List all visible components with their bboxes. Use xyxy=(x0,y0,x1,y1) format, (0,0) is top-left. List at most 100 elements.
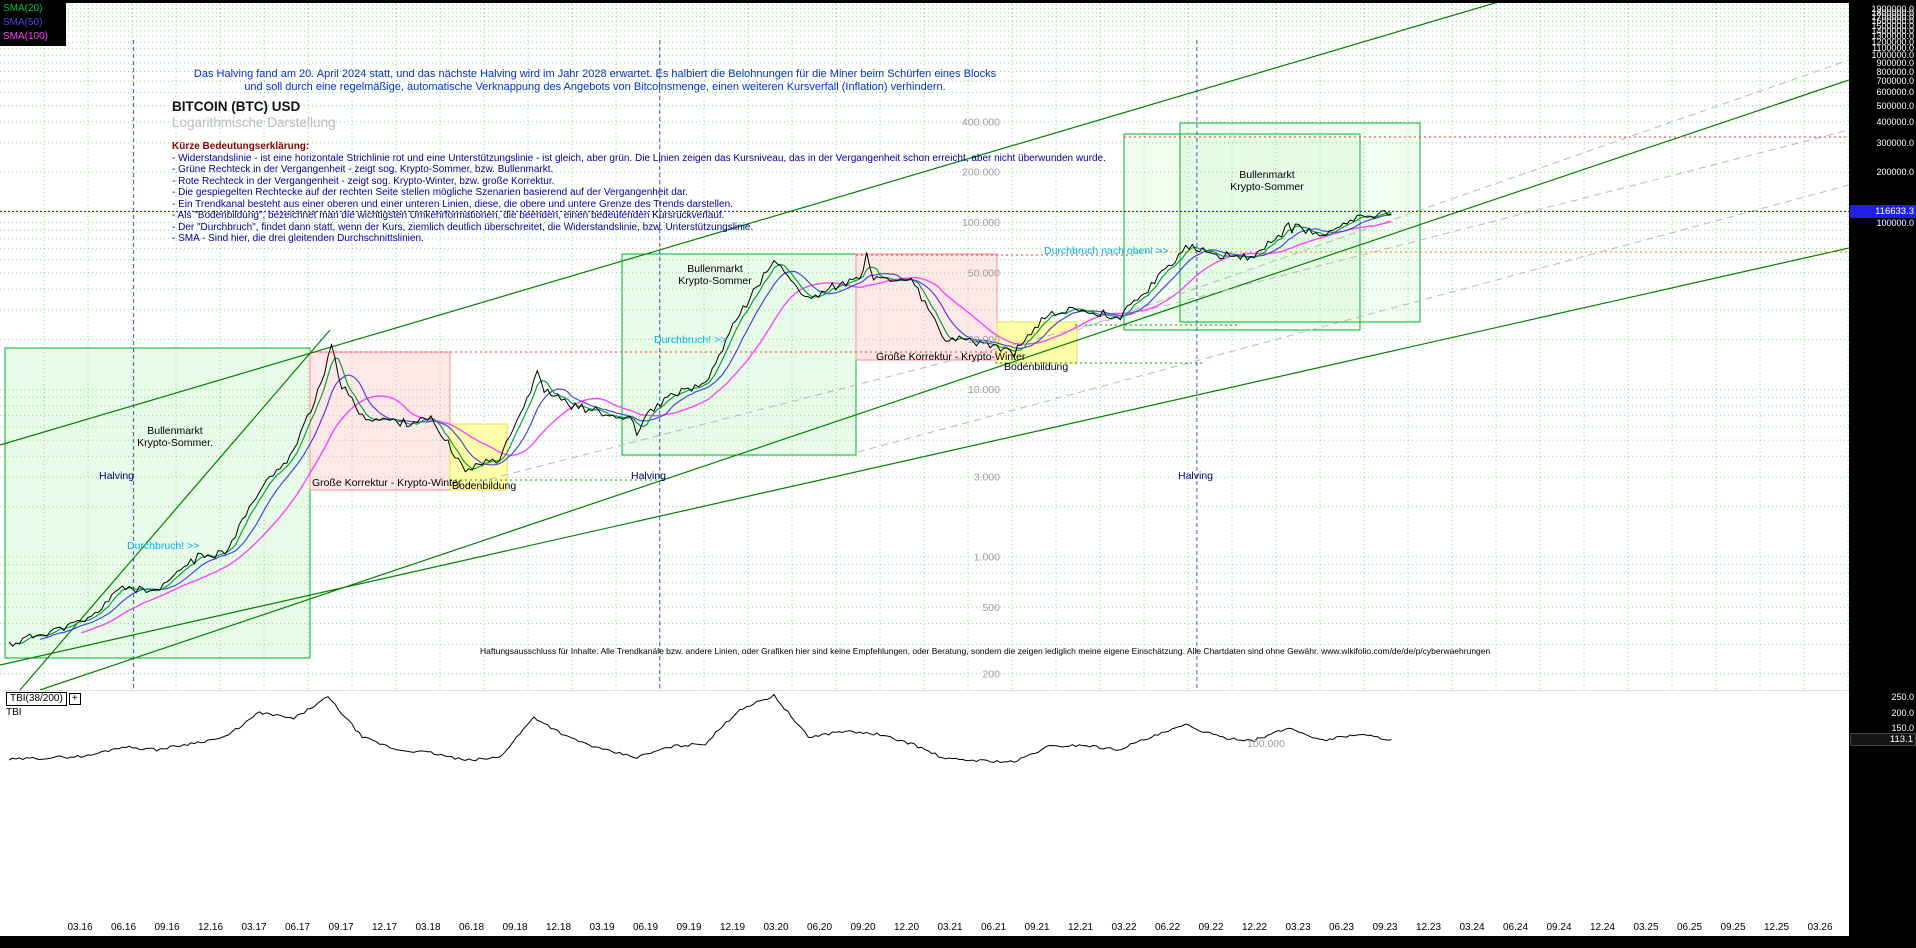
sma-legend: SMA(20) SMA(50) SMA(100) xyxy=(0,0,66,46)
price-axis-label: 200000.0 xyxy=(1876,167,1914,178)
date-label: 06.22 xyxy=(1154,922,1181,933)
date-label: 12.21 xyxy=(1067,922,1094,933)
date-label: 12.25 xyxy=(1763,922,1790,933)
price-axis-label: 1800000.0 xyxy=(1871,7,1914,18)
tbi-axis-label: 250.0 xyxy=(1891,692,1914,702)
inner-price-label: 50.000 xyxy=(968,267,1000,279)
price-axis-label: 1000000.0 xyxy=(1871,50,1914,61)
date-label: 03.18 xyxy=(415,922,441,933)
halving-note: Das Halving fand am 20. April 2024 statt… xyxy=(0,68,1190,94)
date-label: 09.25 xyxy=(1720,922,1746,933)
halving-note-line2: und soll durch eine regelmäßige, automat… xyxy=(244,81,946,93)
price-axis-label: 1300000.0 xyxy=(1871,31,1914,42)
date-label: 09.18 xyxy=(502,922,528,933)
top-frame xyxy=(0,0,1849,3)
chart-grid xyxy=(0,0,1849,690)
bull-label-2016: Bullenmarkt Krypto-Sommer. xyxy=(137,425,213,449)
scenario-guide-2 xyxy=(857,184,1849,453)
price-axis-label: 1900000.0 xyxy=(1871,3,1914,14)
tbi-current-badge: 113.1 xyxy=(1850,733,1916,747)
legend-sma50-label[interactable]: SMA(50) xyxy=(3,17,43,28)
date-label: 06.19 xyxy=(632,922,659,933)
halving-label-2024: Halving xyxy=(1178,470,1214,482)
breakout-label-2016: Durchbruch! >> xyxy=(127,540,200,552)
tbi-chart-svg[interactable]: 100.000 xyxy=(0,690,1849,936)
inner-price-ticks: 400.000 200.000 100.000 50.000 20.000 10.000 3… xyxy=(962,116,1000,680)
price-chart-svg[interactable]: 400.000 200.000 100.000 50.000 20.000 10.000 3… xyxy=(0,0,1849,690)
date-label: 12.23 xyxy=(1415,922,1442,933)
date-label: 12.16 xyxy=(197,922,224,933)
bull-zone-2016-2017 xyxy=(4,347,311,659)
date-label: 06.23 xyxy=(1328,922,1355,933)
date-label: 03.21 xyxy=(937,922,963,933)
date-label: 06.25 xyxy=(1676,922,1703,933)
trend-channel-lower xyxy=(0,247,1849,666)
current-price-badge: 116633.3 xyxy=(1850,204,1916,218)
chart-title: BITCOIN (BTC) USD xyxy=(172,99,301,114)
price-axis-label: 1100000.0 xyxy=(1872,43,1914,54)
halving-label-2020: Halving xyxy=(631,470,667,482)
date-label: 12.22 xyxy=(1241,922,1268,933)
tbi-name-label: TBI xyxy=(6,707,22,718)
date-label: 03.20 xyxy=(763,922,789,933)
price-axis-label: 700000.0 xyxy=(1876,76,1914,87)
date-label: 03.25 xyxy=(1633,922,1659,933)
winter-label-2022: Große Korrektur - Krypto-Winter xyxy=(876,351,1026,363)
bear-zone-2018 xyxy=(309,351,451,491)
date-label: 09.16 xyxy=(154,922,180,933)
explanation-item: - Der "Durchbruch", findet dann statt, w… xyxy=(172,221,754,233)
scenario-guide-3 xyxy=(1076,59,1849,331)
date-label: 03.17 xyxy=(241,922,267,933)
inner-price-label: 400.000 xyxy=(962,116,1000,128)
price-axis-label: 1600000.0 xyxy=(1871,16,1914,27)
explanation-item: - Widerstandslinie - ist eine horizontal… xyxy=(172,152,1106,164)
date-label: 03.16 xyxy=(67,922,93,933)
tbi-axis-label: 150.0 xyxy=(1891,723,1914,733)
inner-price-label: 1.000 xyxy=(974,551,1000,563)
tbi-axis-label: 200.0 xyxy=(1891,707,1914,718)
price-axis-label: 800000.0 xyxy=(1876,66,1914,77)
date-label: 09.19 xyxy=(676,922,702,933)
date-label: 03.19 xyxy=(589,922,615,933)
date-label: 12.17 xyxy=(371,922,398,933)
date-label: 12.24 xyxy=(1589,922,1616,933)
main-chart-area[interactable]: 400.000 200.000 100.000 50.000 20.000 10.000 3… xyxy=(0,0,1849,690)
date-label: 06.16 xyxy=(110,922,137,933)
price-axis-label: 1400000.0 xyxy=(1871,25,1914,36)
tbi-indicator-label[interactable]: TBI(38/200) xyxy=(6,692,67,706)
date-label: 06.18 xyxy=(458,922,485,933)
legend-sma20-label[interactable]: SMA(20) xyxy=(3,3,43,14)
inner-price-label: 500 xyxy=(982,602,1000,614)
legend-sma100-label[interactable]: SMA(100) xyxy=(3,31,49,42)
date-label: 06.17 xyxy=(284,922,311,933)
tbi-expand-button[interactable]: + xyxy=(68,693,81,705)
price-axis-label: 1200000.0 xyxy=(1871,37,1914,48)
date-label: 03.23 xyxy=(1285,922,1311,933)
explanation-block: Kürze Bedeutungserklärung: - Widerstands… xyxy=(172,141,1106,245)
inner-price-label: 3.000 xyxy=(974,472,1000,484)
price-series xyxy=(0,210,1849,647)
winter-label-2018: Große Korrektur - Krypto-Winter xyxy=(312,477,462,489)
date-label: 12.18 xyxy=(545,922,572,933)
date-label: 09.24 xyxy=(1546,922,1572,933)
inner-price-label: 10.000 xyxy=(968,384,1000,396)
date-label: 03.26 xyxy=(1807,922,1833,933)
price-axis-label: 1500000.0 xyxy=(1871,20,1914,31)
explanation-item: - Ein Trendkanal besteht aus einer obere… xyxy=(172,198,733,210)
inner-price-label: 20.000 xyxy=(968,334,1000,346)
price-axis-label: 500000.0 xyxy=(1876,100,1914,111)
bull-zone-scenario xyxy=(1179,122,1421,323)
explanation-item: - Die gespiegelten Rechtecke auf der rec… xyxy=(172,187,688,198)
halving-note-line1: Das Halving fand am 20. April 2024 statt… xyxy=(193,68,997,80)
bull-label-2020: Bullenmarkt Krypto-Sommer xyxy=(678,263,752,287)
price-axis-label: 100000.0 xyxy=(1876,217,1914,228)
price-axis-label: 1700000.0 xyxy=(1871,11,1914,22)
explanation-heading: Kürze Bedeutungserklärung: xyxy=(172,141,310,152)
tbi-panel[interactable]: 100.000 TBI(38/200) + TBI xyxy=(0,690,1849,936)
inner-price-label: 200 xyxy=(982,668,1000,680)
date-label: 12.19 xyxy=(719,922,746,933)
bull-zone-2024-2025 xyxy=(1123,133,1361,331)
market-zones xyxy=(4,122,1421,659)
breakout-up-label: Durchbruch nach oben! >> xyxy=(1044,245,1169,257)
date-label: 09.22 xyxy=(1198,922,1224,933)
